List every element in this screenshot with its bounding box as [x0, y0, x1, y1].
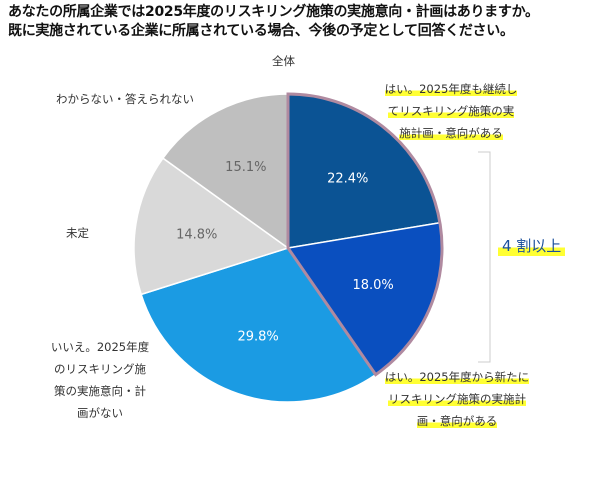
label-yes-continue: はい。2025年度も継続し てリスキリング施策の実 施計画・意向がある	[376, 78, 526, 144]
slice-value-label: 29.8%	[237, 329, 278, 344]
label-unknown: わからない・答えられない	[56, 92, 194, 106]
slice-value-label: 14.8%	[176, 227, 217, 242]
pie-slice	[161, 93, 289, 250]
label-line: いいえ。2025年度	[50, 340, 150, 354]
question-line-1: あなたの所属企業では2025年度のリスキリング施策の実施意向・計画はありますか。	[8, 4, 539, 20]
highlight-outline	[286, 92, 444, 377]
label-line: リスキリング施策の実施計	[388, 392, 526, 406]
label-line: はい。2025年度から新たに	[384, 370, 530, 384]
bracket	[478, 151, 491, 363]
label-yes-new: はい。2025年度から新たに リスキリング施策の実施計 画・意向がある	[378, 366, 536, 432]
label-line: 施計画・意向がある	[399, 126, 503, 140]
label-line: てリスキリング施策の実	[387, 104, 515, 118]
label-line: のリスキリング施	[54, 362, 146, 376]
label-no: いいえ。2025年度 のリスキリング施 策の実施意向・計 画がない	[50, 336, 150, 424]
label-line: 画がない	[77, 406, 123, 420]
label-line: はい。2025年度も継続し	[384, 82, 518, 96]
slice-value-label: 18.0%	[352, 278, 393, 293]
pie-slice	[133, 157, 290, 296]
bracket-note: 4 割以上	[498, 235, 566, 256]
slice-value-label: 15.1%	[225, 160, 266, 175]
pie-slice	[140, 247, 377, 403]
question-line-2: 既に実施されている企業に所属されている場合、今後の予定として回答ください。	[8, 23, 514, 39]
chart-title: 全体	[272, 54, 295, 68]
chart-question: あなたの所属企業では2025年度のリスキリング施策の実施意向・計画はありますか。…	[8, 3, 539, 41]
label-undecided: 未定	[66, 226, 89, 240]
label-line: 画・意向がある	[416, 414, 498, 428]
slice-value-label: 22.4%	[327, 172, 368, 187]
label-line: 策の実施意向・計	[54, 384, 146, 398]
